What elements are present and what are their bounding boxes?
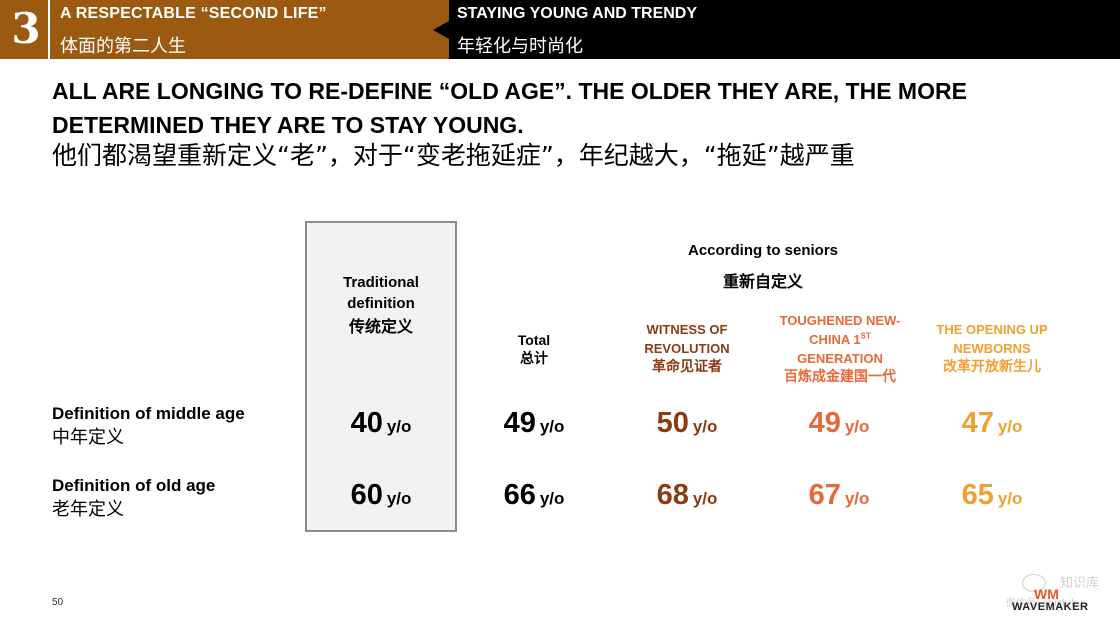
- column-header-total: Total 总计: [474, 331, 594, 369]
- section-header-band: [0, 0, 449, 59]
- column-total-cn: 总计: [520, 351, 548, 367]
- column-new-china-en-2: CHINA 1: [809, 332, 861, 347]
- column-new-china-en-3: GENERATION: [797, 351, 883, 366]
- page-number: 50: [52, 597, 64, 608]
- column-revolution-cn: 革命见证者: [652, 359, 722, 375]
- header-divider: [48, 0, 50, 59]
- value-middle-opening-up: 47 y/o: [932, 407, 1052, 440]
- traditional-label-en-1: Traditional: [343, 274, 419, 291]
- watermark-small: 微信号: zhishiku: [1006, 598, 1084, 609]
- column-opening-up-en-2: NEWBORNS: [953, 341, 1031, 356]
- value-unit: y/o: [539, 489, 565, 508]
- value-unit: y/o: [997, 417, 1023, 436]
- column-new-china-cn: 百炼成金建国一代: [784, 369, 896, 385]
- watermark: 知识库 微信号: zhishiku: [1006, 572, 1112, 612]
- column-total-en: Total: [517, 332, 551, 348]
- value-number: 68: [656, 479, 689, 511]
- column-revolution-en-1: WITNESS OF: [646, 322, 728, 337]
- value-unit: y/o: [692, 489, 718, 508]
- column-header-revolution: WITNESS OF REVOLUTION 革命见证者: [625, 320, 749, 377]
- value-middle-total: 49 y/o: [474, 407, 594, 440]
- traditional-definition-label: Traditional definition 传统定义: [305, 272, 457, 337]
- row-label-middle-age: Definition of middle age 中年定义: [52, 402, 245, 450]
- row-label-old-age: Definition of old age 老年定义: [52, 474, 215, 522]
- value-number: 67: [808, 479, 841, 511]
- column-opening-up-en-1: THE OPENING UP: [936, 322, 1048, 337]
- subtitle-header-band: [449, 0, 1120, 59]
- value-old-opening-up: 65 y/o: [932, 479, 1052, 512]
- value-number: 40: [350, 407, 383, 439]
- traditional-definition-box: [305, 221, 457, 532]
- seniors-label-en: According to seniors: [687, 242, 839, 259]
- headline-en: ALL ARE LONGING TO RE-DEFINE “OLD AGE”. …: [52, 78, 967, 138]
- value-middle-revolution: 50 y/o: [627, 407, 747, 440]
- traditional-label-cn: 传统定义: [348, 317, 413, 336]
- wavemaker-logo-text: WAVEMAKER: [1012, 601, 1089, 613]
- row-old-age-en: Definition of old age: [52, 476, 216, 495]
- value-old-new-china: 67 y/o: [779, 479, 899, 512]
- value-number: 66: [503, 479, 536, 511]
- column-revolution-en-2: REVOLUTION: [644, 341, 730, 356]
- value-number: 60: [350, 479, 383, 511]
- watermark-text: 知识库: [1060, 576, 1100, 591]
- wavemaker-logo: WM WAVEMAKER: [1010, 586, 1100, 616]
- seniors-label-cn: 重新自定义: [722, 272, 803, 291]
- column-header-opening-up: THE OPENING UP NEWBORNS 改革开放新生儿: [926, 320, 1058, 377]
- wechat-icon: [1022, 574, 1046, 592]
- section-number: 3: [11, 4, 41, 53]
- wavemaker-logo-icon: WM: [1034, 586, 1059, 602]
- value-middle-traditional: 40 y/o: [321, 407, 441, 440]
- value-old-revolution: 68 y/o: [627, 479, 747, 512]
- value-unit: y/o: [386, 489, 412, 508]
- traditional-label-en-2: definition: [347, 295, 415, 312]
- row-middle-age-cn: 中年定义: [52, 427, 124, 448]
- column-header-new-china: TOUGHENED NEW- CHINA 1ST GENERATION 百炼成金…: [766, 311, 914, 387]
- value-middle-new-china: 49 y/o: [779, 407, 899, 440]
- value-number: 49: [808, 407, 841, 439]
- value-unit: y/o: [997, 489, 1023, 508]
- section-title-cn: 体面的第二人生: [60, 36, 186, 57]
- value-unit: y/o: [844, 417, 870, 436]
- subtitle-cn: 年轻化与时尚化: [457, 36, 583, 57]
- column-new-china-en-1: TOUGHENED NEW-: [779, 313, 901, 328]
- value-old-total: 66 y/o: [474, 479, 594, 512]
- value-number: 47: [961, 407, 994, 439]
- value-number: 50: [656, 407, 689, 439]
- value-unit: y/o: [386, 417, 412, 436]
- value-number: 49: [503, 407, 536, 439]
- value-number: 65: [961, 479, 994, 511]
- value-unit: y/o: [692, 417, 718, 436]
- headline-cn: 他们都渴望重新定义“老”，对于“变老拖延症”，年纪越大，“拖延”越严重: [52, 141, 855, 170]
- row-middle-age-en: Definition of middle age: [52, 404, 245, 423]
- value-old-traditional: 60 y/o: [321, 479, 441, 512]
- subtitle-en: STAYING YOUNG AND TRENDY: [457, 5, 698, 22]
- value-unit: y/o: [844, 489, 870, 508]
- column-opening-up-cn: 改革开放新生儿: [943, 359, 1041, 375]
- column-new-china-sup: ST: [860, 331, 871, 341]
- section-title-en: A RESPECTABLE “SECOND LIFE”: [60, 5, 327, 22]
- value-unit: y/o: [539, 417, 565, 436]
- row-old-age-cn: 老年定义: [52, 499, 124, 520]
- header-arrow-icon: [433, 21, 449, 39]
